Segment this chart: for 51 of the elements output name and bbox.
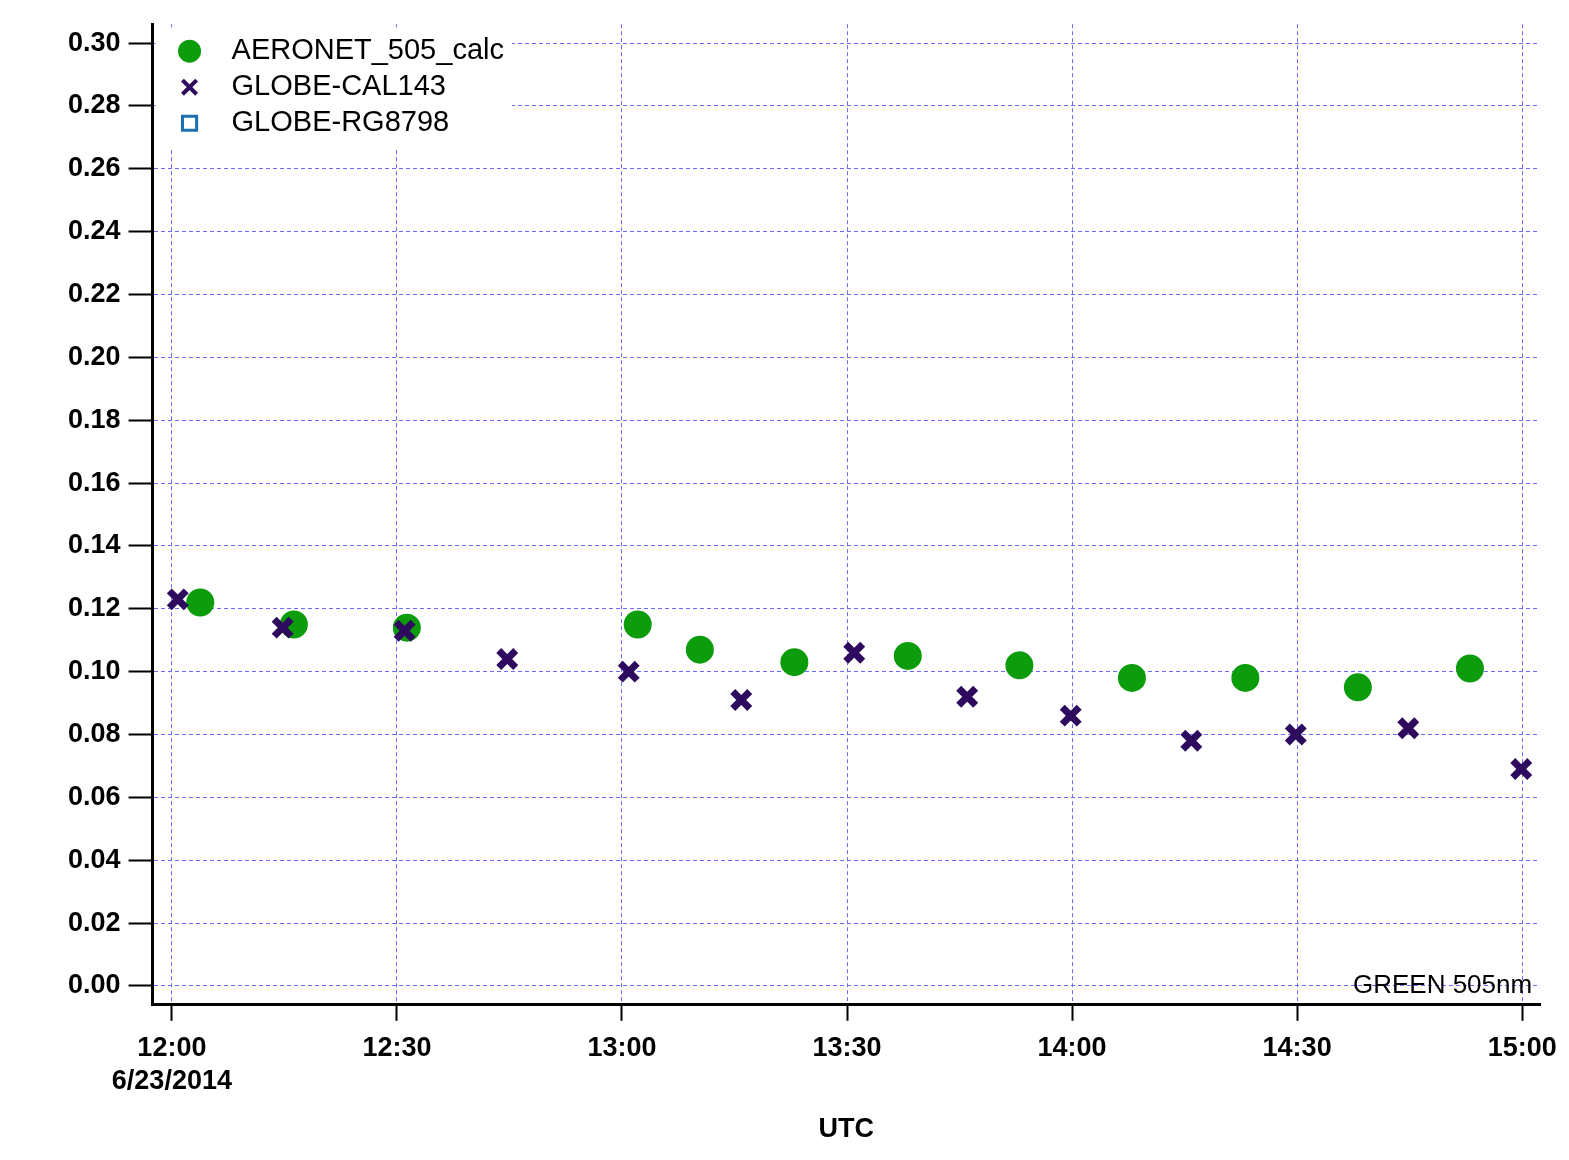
point xyxy=(955,684,980,709)
point xyxy=(1509,757,1534,782)
legend-label: GLOBE-RG8798 xyxy=(231,105,450,138)
y-tick-label: 0.18 xyxy=(67,403,121,434)
point xyxy=(1117,663,1146,692)
point xyxy=(729,687,754,712)
x-tick-label: 13:00 xyxy=(587,1032,657,1063)
point xyxy=(685,635,714,664)
legend-label: AERONET_505_calc xyxy=(231,33,504,66)
point xyxy=(186,588,215,617)
point xyxy=(623,610,652,639)
x-tick-label: 12:00 6/23/2014 xyxy=(111,1032,232,1095)
y-tick-label: 0.22 xyxy=(67,277,121,308)
point xyxy=(165,587,190,612)
point xyxy=(842,640,867,665)
y-tick-label: 0.16 xyxy=(67,466,121,497)
x-axis-title: UTC xyxy=(818,1113,875,1144)
point xyxy=(1179,728,1204,753)
point xyxy=(616,659,641,684)
point xyxy=(780,648,809,677)
annotation: GREEN 505nm xyxy=(1352,968,1533,999)
x-tick-label: 13:30 xyxy=(812,1032,882,1063)
x-tick-label: 14:00 xyxy=(1037,1032,1107,1063)
y-tick-label: 0.12 xyxy=(67,592,121,623)
point xyxy=(1343,673,1372,702)
point xyxy=(1058,703,1083,728)
point xyxy=(1455,654,1484,683)
y-tick-label: 0.14 xyxy=(67,529,121,560)
y-tick-label: 0.28 xyxy=(67,89,121,120)
point xyxy=(1231,663,1260,692)
y-tick-label: 0.10 xyxy=(67,655,121,686)
y-tick-label: 0.06 xyxy=(67,780,121,811)
point xyxy=(270,615,295,640)
y-tick-label: 0.00 xyxy=(67,969,121,1000)
x-tick-label: 15:00 xyxy=(1487,1032,1557,1063)
point xyxy=(392,618,417,643)
y-tick-label: 0.04 xyxy=(67,843,121,874)
legend-label: GLOBE-CAL143 xyxy=(231,69,446,102)
y-tick-label: 0.24 xyxy=(67,215,121,246)
point xyxy=(893,641,922,670)
point xyxy=(1283,722,1308,747)
point xyxy=(1396,716,1421,741)
y-tick-label: 0.20 xyxy=(67,340,121,371)
x-tick-label: 12:30 xyxy=(362,1032,432,1063)
y-tick-label: 0.30 xyxy=(67,26,121,57)
y-tick-label: 0.26 xyxy=(67,152,121,183)
y-tick-label: 0.08 xyxy=(67,717,121,748)
point xyxy=(495,647,520,672)
y-tick-label: 0.02 xyxy=(67,906,121,937)
point xyxy=(1005,651,1034,680)
x-tick-label: 14:30 xyxy=(1262,1032,1332,1063)
